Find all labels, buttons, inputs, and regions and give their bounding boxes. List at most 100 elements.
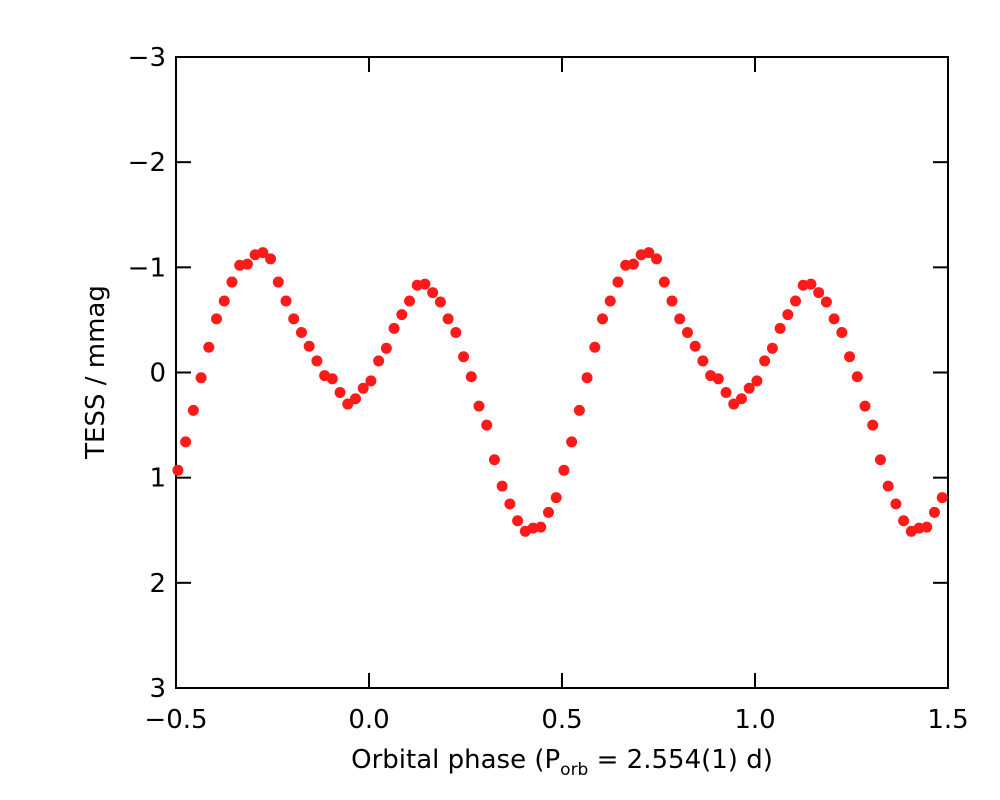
- binned-point: [573, 404, 585, 416]
- binned-point: [203, 341, 215, 353]
- binned-point: [481, 419, 493, 431]
- binned-point: [218, 295, 230, 307]
- y-tick-label: 2: [149, 569, 166, 599]
- binned-point: [813, 287, 825, 299]
- binned-point: [658, 276, 670, 288]
- y-tick-label: −3: [128, 43, 166, 73]
- binned-point: [434, 296, 446, 308]
- x-tick-label: 0.5: [541, 705, 582, 735]
- binned-point: [187, 404, 199, 416]
- binned-point: [349, 393, 361, 405]
- binned-point: [828, 313, 840, 325]
- binned-point: [295, 327, 307, 339]
- binned-point: [874, 454, 886, 466]
- binned-point: [257, 247, 269, 259]
- binned-point: [280, 295, 292, 307]
- binned-point: [643, 247, 655, 259]
- binned-point: [898, 515, 910, 527]
- binned-point: [766, 342, 778, 354]
- binned-point: [473, 400, 485, 412]
- binned-point: [859, 400, 871, 412]
- x-tick-label: −0.5: [144, 705, 207, 735]
- binned-point: [419, 278, 431, 290]
- binned-point: [195, 372, 207, 384]
- binned-point: [512, 515, 524, 527]
- x-tick-label: 0.0: [348, 705, 389, 735]
- binned-point: [851, 371, 863, 383]
- binned-point: [442, 313, 454, 325]
- y-tick-label: −2: [128, 148, 166, 178]
- x-axis-label: Orbital phase (Porb = 2.554(1) d): [351, 745, 773, 780]
- binned-point: [782, 309, 794, 321]
- binned-point: [357, 382, 369, 394]
- binned-point: [735, 393, 747, 405]
- binned-point: [550, 492, 562, 504]
- binned-point: [566, 436, 578, 448]
- binned-point: [458, 351, 470, 363]
- binned-point: [380, 342, 392, 354]
- binned-point: [805, 278, 817, 290]
- binned-point: [882, 480, 894, 492]
- binned-point: [604, 295, 616, 307]
- binned-point: [558, 464, 570, 476]
- binned-point: [627, 258, 639, 270]
- binned-point: [535, 521, 547, 533]
- binned-point: [697, 355, 709, 367]
- binned-point: [288, 313, 300, 325]
- binned-point: [666, 295, 678, 307]
- binned-point: [820, 296, 832, 308]
- binned-point: [844, 351, 856, 363]
- y-tick-label: 0: [149, 359, 166, 389]
- binned-point: [211, 313, 223, 325]
- binned-point: [180, 436, 192, 448]
- binned-point: [759, 355, 771, 367]
- binned-point: [342, 398, 354, 410]
- binned-point: [890, 498, 902, 510]
- binned-point: [272, 276, 284, 288]
- binned-point: [936, 492, 948, 504]
- binned-point: [265, 253, 277, 265]
- binned-point: [720, 386, 732, 398]
- x-label-main: Orbital phase (P: [351, 745, 560, 775]
- binned-point: [388, 322, 400, 334]
- y-tick-label: 3: [149, 674, 166, 704]
- binned-point: [612, 276, 624, 288]
- binned-point: [427, 287, 439, 299]
- binned-point: [597, 313, 609, 325]
- y-tick-label: −1: [128, 253, 166, 283]
- y-tick-label: 1: [149, 464, 166, 494]
- binned-point: [496, 480, 508, 492]
- binned-point: [404, 295, 416, 307]
- x-label-rest: = 2.554(1) d): [588, 745, 773, 775]
- binned-point: [743, 382, 755, 394]
- binned-point: [712, 373, 724, 385]
- binned-point: [365, 375, 377, 387]
- binned-point: [728, 398, 740, 410]
- binned-point: [689, 340, 701, 352]
- y-axis-label: TESS / mmag: [81, 285, 111, 460]
- binned-point: [226, 276, 238, 288]
- binned-point: [867, 419, 879, 431]
- binned-point: [241, 258, 253, 270]
- binned-point: [790, 295, 802, 307]
- binned-point: [651, 253, 663, 265]
- binned-point: [373, 355, 385, 367]
- plot-frame: [175, 56, 949, 689]
- binned-point: [450, 327, 462, 339]
- binned-point: [589, 341, 601, 353]
- x-tick-label: 1.5: [927, 705, 968, 735]
- binned-point: [921, 521, 933, 533]
- binned-point: [303, 340, 315, 352]
- binned-point: [674, 313, 686, 325]
- binned-point: [928, 506, 940, 518]
- binned-point: [504, 498, 516, 510]
- binned-point: [751, 375, 763, 387]
- binned-point: [681, 327, 693, 339]
- binned-point: [465, 371, 477, 383]
- binned-point: [172, 464, 184, 476]
- x-tick-label: 1.0: [734, 705, 775, 735]
- binned-point: [542, 506, 554, 518]
- binned-point: [774, 322, 786, 334]
- binned-point: [581, 372, 593, 384]
